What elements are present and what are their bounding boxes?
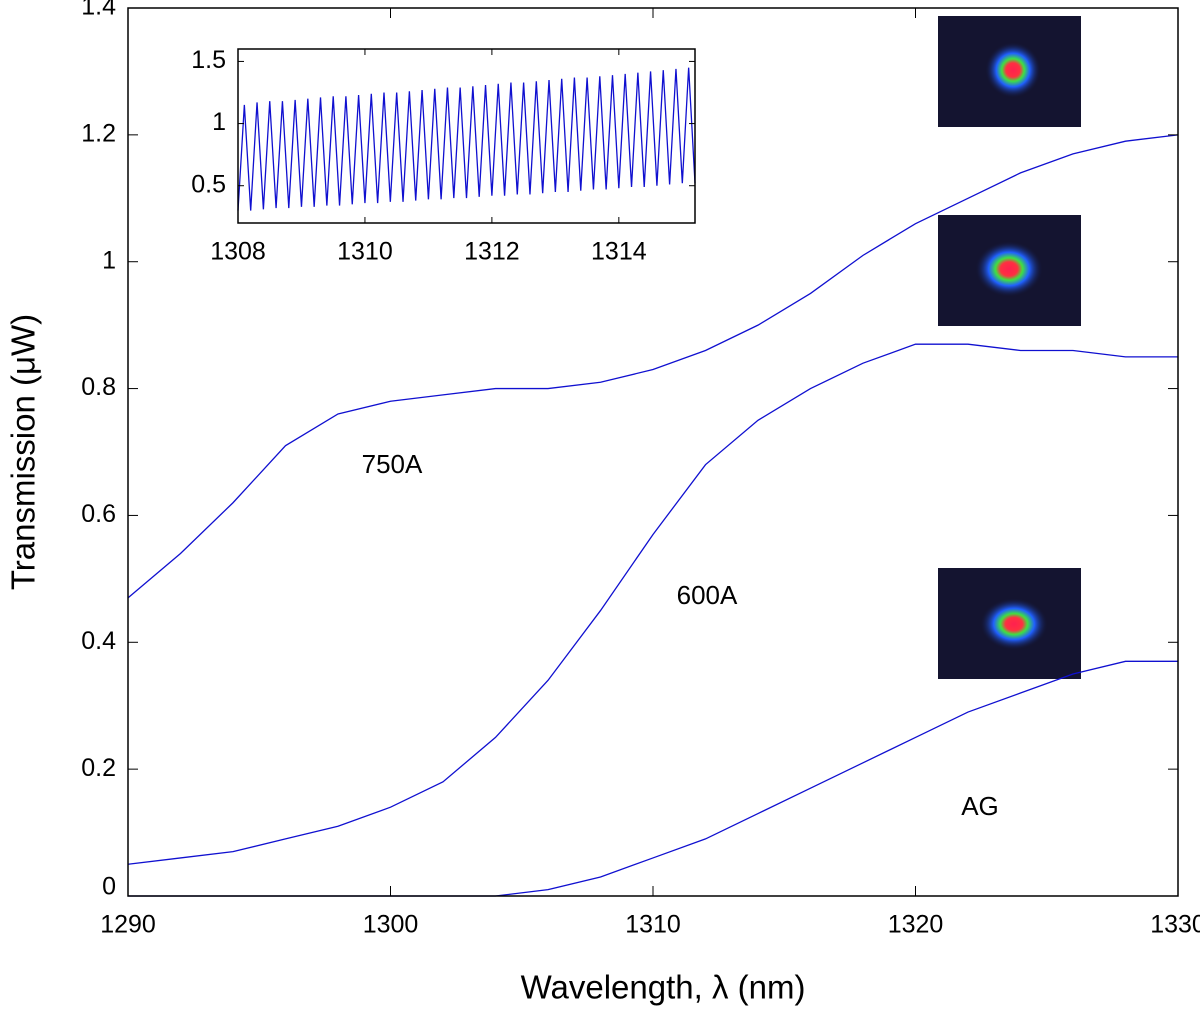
x-tick-label: 1314 [591, 238, 647, 266]
y-tick-label: 0.4 [81, 627, 116, 655]
beam-spot [980, 598, 1048, 650]
data-line [127, 134, 1179, 599]
x-tick-label: 1310 [337, 238, 393, 266]
y-tick-label: 0.8 [81, 373, 116, 401]
curve-label: 600A [677, 580, 738, 610]
plot-frame [237, 48, 696, 224]
x-tick-label: 1310 [625, 911, 681, 939]
x-tick-label: 1300 [363, 911, 419, 939]
y-tick-label: 0.5 [191, 170, 226, 198]
y-tick-label: 0 [102, 873, 116, 901]
y-axis-title: Transmission (μW) [5, 314, 42, 590]
data-line [237, 67, 696, 211]
curve-label: AG [961, 791, 999, 821]
y-tick-label: 1.5 [191, 46, 226, 74]
x-tick-label: 1308 [210, 238, 266, 266]
beam-spot [975, 241, 1043, 297]
x-tick-label: 1330 [1150, 911, 1200, 939]
y-tick-label: 1 [212, 108, 226, 136]
y-tick-label: 0.6 [81, 500, 116, 528]
x-tick-label: 1290 [100, 911, 156, 939]
x-axis-title: Wavelength, λ (nm) [521, 969, 806, 1006]
beam-images [938, 16, 1081, 679]
data-line [128, 660, 1178, 897]
y-tick-label: 1.2 [81, 119, 116, 147]
x-tick-label: 1320 [888, 911, 944, 939]
y-tick-label: 1.4 [81, 0, 116, 21]
y-tick-label: 0.2 [81, 754, 116, 782]
x-tick-label: 1312 [464, 238, 520, 266]
beam-spot [985, 42, 1041, 98]
data-line [127, 343, 1178, 865]
curve-label: 750A [362, 449, 423, 479]
y-tick-label: 1 [102, 246, 116, 274]
